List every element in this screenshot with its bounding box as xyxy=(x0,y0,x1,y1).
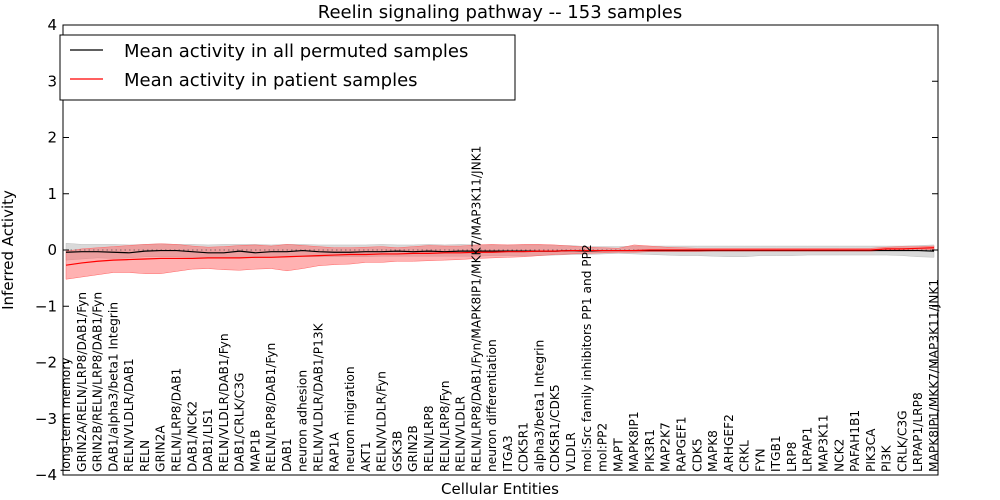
y-tick-label: −3 xyxy=(35,410,57,428)
x-tick-label: MAP2K7 xyxy=(659,422,673,472)
x-tick-label: GRIN2B xyxy=(406,425,420,472)
legend: Mean activity in all permuted samples Me… xyxy=(59,34,516,101)
x-tick-label: GRIN2A/RELN/LRP8/DAB1/Fyn xyxy=(75,292,89,472)
x-tick-label: ARHGEF2 xyxy=(722,414,736,472)
legend-frame xyxy=(59,34,516,101)
x-tick-label: PAFAH1B1 xyxy=(848,410,862,472)
x-tick-label: RELN xyxy=(138,440,152,472)
y-tick-label: −4 xyxy=(35,466,57,484)
x-tick-label: AKT1 xyxy=(359,441,373,472)
legend-entry-patient: Mean activity in patient samples xyxy=(124,70,418,91)
x-tick-label: neuron migration xyxy=(343,366,357,472)
x-tick-label: mol:Src family inhibitors PP1 and PP2 xyxy=(580,244,594,472)
x-tick-label: PIK3CA xyxy=(864,428,878,472)
x-tick-label: DAB1 xyxy=(280,438,294,472)
x-tick-label: RELN/VLDLR/DAB1 xyxy=(122,358,136,472)
y-axis: 4 3 2 1 0 −1 −2 −3 −4 xyxy=(35,16,938,484)
x-tick-label: RELN/LRP8/DAB1 xyxy=(169,368,183,472)
x-tick-label: CDK5 xyxy=(690,438,704,472)
x-tick-label: PIK3R1 xyxy=(643,429,657,472)
x-tick-label: LRPAP1/LRP8 xyxy=(911,392,925,472)
y-tick-label: −1 xyxy=(35,297,57,315)
x-tick-label: LRPAP1 xyxy=(801,427,815,472)
x-tick-label: VLDLR xyxy=(564,432,578,472)
x-tick-label: neuron differentiation xyxy=(485,339,499,472)
x-tick-label: RELN/LRP8 xyxy=(422,405,436,472)
x-tick-label: DAB1/LIS1 xyxy=(201,408,215,472)
x-tick-label: FYN xyxy=(753,448,767,472)
x-tick-label: MAPT xyxy=(611,438,625,472)
series-line-patient xyxy=(65,247,935,266)
y-tick-label: 1 xyxy=(47,185,57,203)
x-tick-label: RELN/VLDLR xyxy=(454,396,468,472)
x-tick-label: DAB1/alpha3/beta1 Integrin xyxy=(106,302,120,472)
y-tick-label: 4 xyxy=(47,16,57,34)
x-tick-label: CDK5R1/CDK5 xyxy=(548,384,562,472)
x-tick-label: RELN/VLDLR/Fyn xyxy=(375,371,389,472)
x-tick-label: RELN/VLDLR/DAB1/P13K xyxy=(312,322,326,472)
x-tick-label: MAP1B xyxy=(248,430,262,472)
x-tick-label: neuron adhesion xyxy=(296,370,310,472)
x-tick-label: CDK5R1 xyxy=(517,422,531,472)
x-tick-label: GSK3B xyxy=(390,431,404,472)
x-tick-label: RELN/VLDLR/DAB1/Fyn xyxy=(217,333,231,472)
x-tick-label: GRIN2A xyxy=(154,425,168,472)
x-tick-label: RAP1A xyxy=(327,432,341,472)
x-tick-label: MAP3K11 xyxy=(817,415,831,472)
x-tick-label: mol:PP2 xyxy=(596,423,610,472)
x-tick-label: RELN/LRP8/DAB1/Fyn xyxy=(264,343,278,472)
x-tick-label: NCK2 xyxy=(832,439,846,472)
x-tick-label: alpha3/beta1 Integrin xyxy=(532,340,546,472)
y-tick-label: 3 xyxy=(47,72,57,90)
y-tick-label: 2 xyxy=(47,129,57,147)
x-tick-label: MAPK8IP1 xyxy=(627,411,641,472)
x-tick-label: RELN/LRP8/DAB1/Fyn/MAPK8IP1/MKK7/MAP3K11… xyxy=(469,146,483,472)
y-tick-label: −2 xyxy=(35,354,57,372)
y-axis-label: Inferred Activity xyxy=(0,190,17,310)
x-tick-label: RELN/LRP8/Fyn xyxy=(438,381,452,472)
x-tick-label: CRKL xyxy=(738,440,752,472)
chart-title: Reelin signaling pathway -- 153 samples xyxy=(318,2,682,23)
x-tick-label: MAPK8 xyxy=(706,430,720,472)
x-tick-label: long-term memory xyxy=(59,358,73,472)
x-tick-label: GRIN2B/RELN/LRP8/DAB1/Fyn xyxy=(91,292,105,472)
x-tick-label: LRP8 xyxy=(785,442,799,472)
band-patient xyxy=(65,243,935,280)
x-tick-label: MAPK8IP1/MKK7/MAP3K11/JNK1 xyxy=(927,279,941,472)
legend-entry-permuted: Mean activity in all permuted samples xyxy=(124,41,468,62)
y-tick-label: 0 xyxy=(47,241,57,259)
x-tick-label: DAB1/CRLK/C3G xyxy=(233,373,247,472)
x-tick-label: ITGB1 xyxy=(769,435,783,472)
x-tick-label: DAB1/NCK2 xyxy=(185,401,199,472)
x-axis-label: Cellular Entities xyxy=(441,480,559,498)
series-lines xyxy=(65,247,935,266)
x-tick-label: CRLK/C3G xyxy=(895,410,909,472)
x-axis: long-term memory GRIN2A/RELN/LRP8/DAB1/Fy… xyxy=(59,146,941,472)
x-tick-label: RAPGEF1 xyxy=(674,416,688,472)
x-tick-label: PI3K xyxy=(880,444,894,472)
x-tick-label: ITGA3 xyxy=(501,435,515,472)
